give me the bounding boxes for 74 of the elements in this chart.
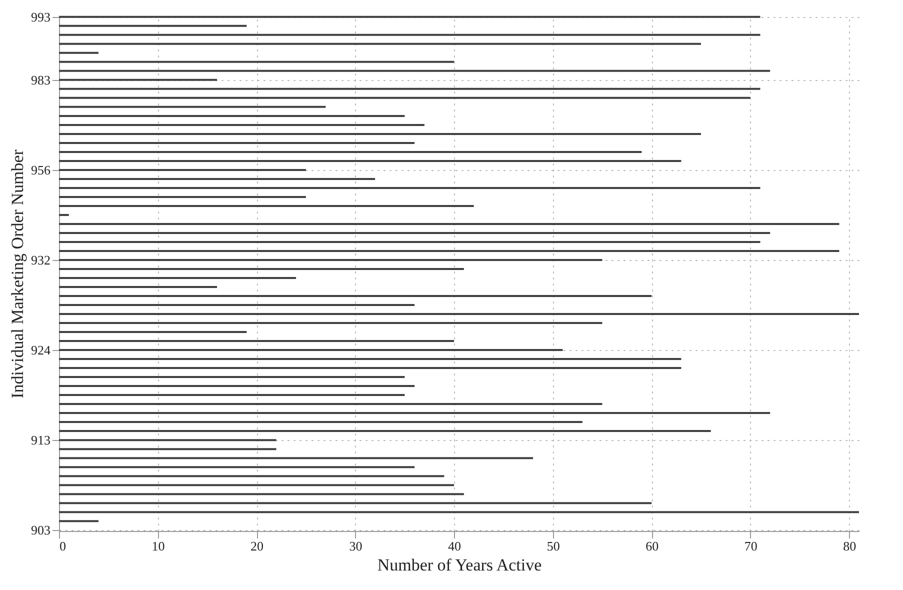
bar	[59, 304, 415, 306]
bar	[59, 150, 642, 153]
bar	[59, 186, 760, 189]
bar	[59, 142, 415, 144]
bar	[59, 322, 602, 324]
bar	[59, 178, 376, 180]
bar	[59, 34, 760, 36]
bar	[59, 295, 652, 298]
bar	[59, 124, 424, 126]
bar	[59, 358, 682, 360]
bar	[59, 475, 444, 478]
bar	[59, 403, 602, 406]
x-tick-label: 20	[250, 538, 264, 554]
bar	[59, 394, 405, 396]
bar	[59, 421, 582, 424]
bar	[59, 88, 760, 90]
bar	[59, 114, 405, 117]
bar	[59, 340, 454, 342]
bar	[59, 385, 415, 388]
bar	[59, 493, 464, 496]
x-tick-label: 40	[448, 538, 462, 554]
bar	[59, 106, 326, 108]
x-tick-label: 70	[744, 538, 758, 554]
bar	[59, 412, 770, 414]
bar	[59, 258, 602, 261]
bar	[59, 204, 474, 207]
y-tick-label: 913	[31, 432, 50, 448]
bar	[59, 466, 415, 468]
y-tick-label: 956	[31, 162, 51, 178]
y-tick-label: 993	[31, 9, 50, 24]
bar	[59, 52, 99, 54]
bar	[59, 168, 306, 171]
bar	[59, 448, 276, 450]
bar	[59, 520, 99, 522]
bar	[59, 313, 859, 316]
x-tick-label: 10	[152, 538, 165, 554]
bar	[59, 70, 770, 72]
bar	[59, 502, 652, 504]
y-tick-label: 903	[31, 522, 50, 538]
x-tick-label: 60	[646, 538, 659, 554]
bar	[59, 42, 701, 45]
bar	[59, 250, 840, 252]
bar	[59, 160, 682, 162]
bar	[59, 96, 750, 99]
bar	[59, 60, 454, 63]
bar	[59, 457, 534, 460]
y-tick-label: 932	[31, 252, 50, 268]
bar	[59, 430, 711, 432]
x-tick-label: 30	[349, 538, 362, 554]
bar	[59, 484, 454, 486]
bar	[59, 277, 296, 279]
x-tick-label: 0	[60, 538, 66, 554]
bar	[59, 367, 682, 370]
bar	[59, 132, 701, 135]
bar	[59, 196, 306, 198]
bar	[59, 268, 464, 270]
bar	[59, 376, 405, 378]
bar	[59, 331, 247, 334]
bar	[59, 439, 276, 442]
x-tick-label: 50	[546, 538, 560, 554]
bar	[59, 511, 859, 514]
bar	[59, 240, 760, 243]
bar	[59, 222, 840, 225]
bar	[59, 232, 770, 234]
x-axis-title: Number of Years Active	[377, 556, 542, 574]
y-tick-label: 983	[31, 72, 50, 88]
bar	[59, 78, 218, 81]
y-axis-title: Individual Marketing Order Number	[8, 149, 27, 398]
bar	[59, 24, 247, 27]
bar	[59, 286, 218, 288]
bar	[59, 214, 69, 216]
y-tick-label: 924	[31, 342, 51, 358]
bar	[59, 349, 563, 352]
x-tick-label: 80	[843, 538, 856, 554]
